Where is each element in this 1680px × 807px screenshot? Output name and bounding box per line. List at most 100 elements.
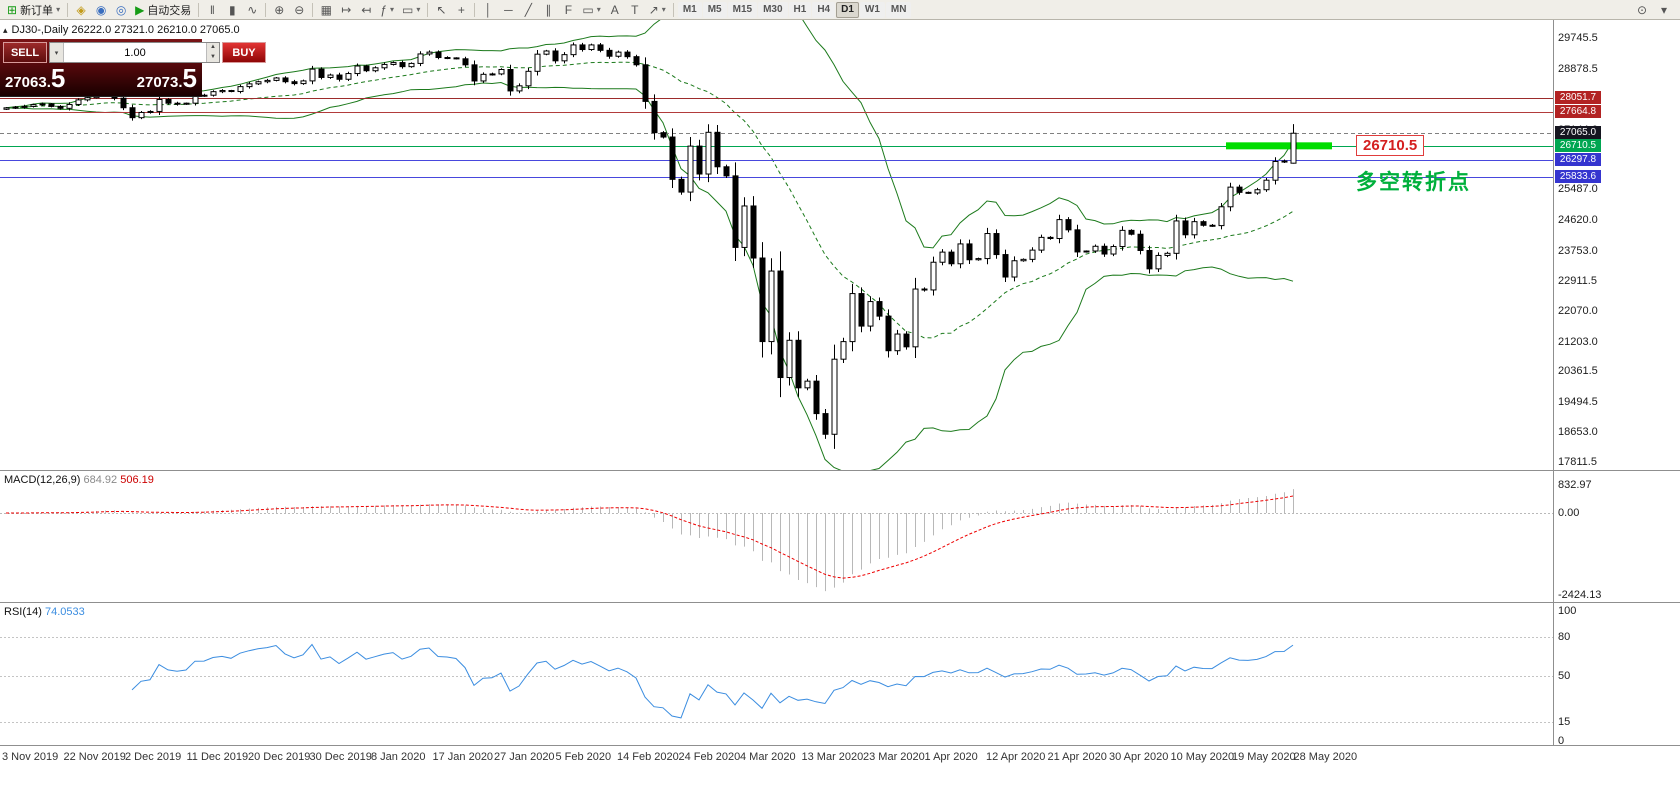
crosshair-icon[interactable]: + (451, 1, 471, 19)
volume-down-icon[interactable]: ▼ (210, 53, 216, 60)
chevron-down-icon: ▾ (661, 5, 666, 14)
quick-search-icon[interactable]: ⊙ (1632, 1, 1652, 19)
new-order-button[interactable]: ⊞ 新订单 ▾ (3, 1, 64, 19)
new-order-button-label: 新订单 (20, 4, 54, 17)
cursor-icon[interactable]: ↖ (431, 1, 451, 19)
candlestick-chart[interactable] (0, 20, 1553, 470)
date-axis-label: 17 Jan 2020 (432, 751, 494, 763)
candles-mode-icon: ▮ (229, 2, 236, 17)
price-axis-label: 20361.5 (1558, 365, 1598, 378)
toolbar-separator (474, 2, 476, 17)
trendline-icon[interactable]: ╱ (518, 1, 538, 19)
timeframe-w1[interactable]: W1 (859, 1, 885, 18)
rsi-pane: 100 80 50 15 0 RSI(14) 74.0533 (0, 602, 1680, 747)
buy-button[interactable]: BUY (222, 42, 266, 63)
candles-mode-icon[interactable]: ▮ (222, 1, 242, 19)
line-mode-icon[interactable]: ∿ (242, 1, 262, 19)
text-icon: A (610, 2, 619, 17)
macd-axis-label: 832.97 (1558, 478, 1592, 491)
macd-signal-value: 506.19 (120, 474, 154, 486)
timeframe-d1[interactable]: D1 (836, 1, 859, 18)
date-axis-label: 27 Jan 2020 (494, 751, 555, 763)
volume-mode-dropdown[interactable]: ▾ (50, 43, 64, 62)
buy-price[interactable]: 27073.5 (136, 63, 197, 93)
date-axis-label: 13 Mar 2020 (801, 751, 864, 763)
date-axis-label: 23 Mar 2020 (863, 751, 925, 763)
bars-mode-icon[interactable]: ‖ (202, 1, 222, 19)
volume-up-icon[interactable]: ▲ (210, 44, 216, 50)
timeframe-h1[interactable]: H1 (788, 1, 812, 18)
chart-shift-icon[interactable]: ↤ (356, 1, 376, 19)
rsi-chart[interactable] (0, 603, 1553, 745)
objects-icon[interactable]: ▭ ▾ (398, 1, 424, 19)
autoscroll-icon: ↦ (341, 2, 352, 17)
profile-icon: ◉ (95, 2, 107, 17)
zoom-in-icon[interactable]: ⊕ (269, 1, 289, 19)
zoom-out-icon[interactable]: ⊖ (289, 1, 309, 19)
price-axis-label: 19494.5 (1558, 396, 1598, 409)
timeframe-buttons: M1 M5 M15 M30 H1 H4 D1 W1 MN (677, 1, 912, 18)
label-icon[interactable]: T (625, 1, 645, 19)
price-axis-label: 25487.0 (1558, 183, 1598, 196)
toolbar-separator (312, 2, 314, 17)
tile-windows-icon[interactable]: ▦ (316, 1, 336, 19)
date-axis-label: 10 May 2020 (1170, 751, 1235, 763)
toolbar-separator (198, 2, 200, 17)
timeframe-m5[interactable]: M5 (702, 1, 727, 18)
date-axis-label: 11 Dec 2019 (186, 751, 249, 763)
indicators-icon[interactable]: ƒ ▾ (376, 1, 398, 19)
date-axis-label: 28 May 2020 (1293, 751, 1358, 763)
fibonacci-icon[interactable]: F (558, 1, 578, 19)
date-axis-label: 4 Mar 2020 (740, 751, 796, 763)
shapes-icon: ▭ (582, 2, 594, 17)
text-icon[interactable]: A (605, 1, 625, 19)
info-icon[interactable]: ◎ (111, 1, 131, 19)
rsi-axis-label: 80 (1558, 631, 1571, 643)
crosshair-icon: + (457, 2, 465, 17)
auto-trading-button[interactable]: ▶ 自动交易 (131, 1, 195, 19)
date-axis[interactable]: 3 Nov 2019 22 Nov 2019 2 Dec 2019 11 Dec 20… (0, 745, 1680, 768)
date-axis-label: 1 Apr 2020 (924, 751, 978, 763)
profile-icon[interactable]: ◉ (91, 1, 111, 19)
indicators-icon: ƒ (380, 2, 387, 17)
collapse-panel-icon[interactable]: ▴ (3, 24, 8, 35)
price-badge: 26297.8 (1555, 153, 1601, 167)
layouts-icon[interactable]: ◈ (71, 1, 91, 19)
arrows-icon[interactable]: ↗ ▾ (645, 1, 670, 19)
layouts-icon: ◈ (76, 2, 86, 17)
timeframe-m1[interactable]: M1 (677, 1, 702, 18)
timeframe-h4[interactable]: H4 (812, 1, 836, 18)
price-badge: 27065.0 (1555, 126, 1601, 140)
shapes-icon[interactable]: ▭ ▾ (578, 1, 604, 19)
toolbar-buttons: ⊞ 新订单 ▾ ◈ ◉ ◎ ▶ 自动交易 ‖ ▮ ∿ ⊕ ⊖ ▦ ↦ ↤ ƒ ▾ ▭ ▾ ↖ + │ ─ ╱ ∥ F ▭ ▾ A T ↗ ▾ (3, 1, 677, 19)
sell-price[interactable]: 27063.5 (5, 63, 66, 93)
price-badge: 27664.8 (1555, 104, 1601, 118)
macd-main-value: 684.92 (83, 474, 118, 486)
autoscroll-icon[interactable]: ↦ (336, 1, 356, 19)
price-axis-label: 17811.5 (1558, 456, 1597, 468)
annotation-text[interactable]: 多空转折点 (1356, 171, 1471, 194)
timeframe-m30[interactable]: M30 (758, 1, 788, 18)
date-axis-label: 19 May 2020 (1232, 751, 1296, 763)
macd-axis-label: -2424.13 (1558, 588, 1602, 601)
price-axis[interactable]: 29745.528878.528011.627144.625487.024620… (1553, 20, 1680, 470)
window-list-icon[interactable]: ▾ (1654, 1, 1674, 19)
toolbar-separator (672, 2, 674, 17)
timeframe-m15[interactable]: M15 (727, 1, 758, 18)
cursor-icon: ↖ (436, 2, 447, 17)
price-callout-label[interactable]: 26710.5 (1356, 135, 1425, 156)
volume-stepper[interactable]: ▲ ▼ (206, 43, 219, 62)
info-icon: ◎ (115, 2, 127, 17)
date-axis-label: 3 Nov 2019 (2, 751, 59, 763)
macd-chart[interactable] (0, 471, 1553, 602)
rsi-axis-label: 0 (1558, 735, 1565, 747)
timeframe-mn[interactable]: MN (885, 1, 912, 18)
horizontal-line-icon[interactable]: ─ (498, 1, 518, 19)
volume-input[interactable] (64, 43, 206, 62)
vertical-line-icon[interactable]: │ (478, 1, 498, 19)
sell-button[interactable]: SELL (3, 42, 47, 63)
rsi-label: RSI(14) 74.0533 (4, 606, 85, 618)
channel-icon[interactable]: ∥ (538, 1, 558, 19)
auto-trading-button-label: 自动交易 (147, 4, 192, 17)
vertical-line-icon: │ (484, 2, 493, 17)
